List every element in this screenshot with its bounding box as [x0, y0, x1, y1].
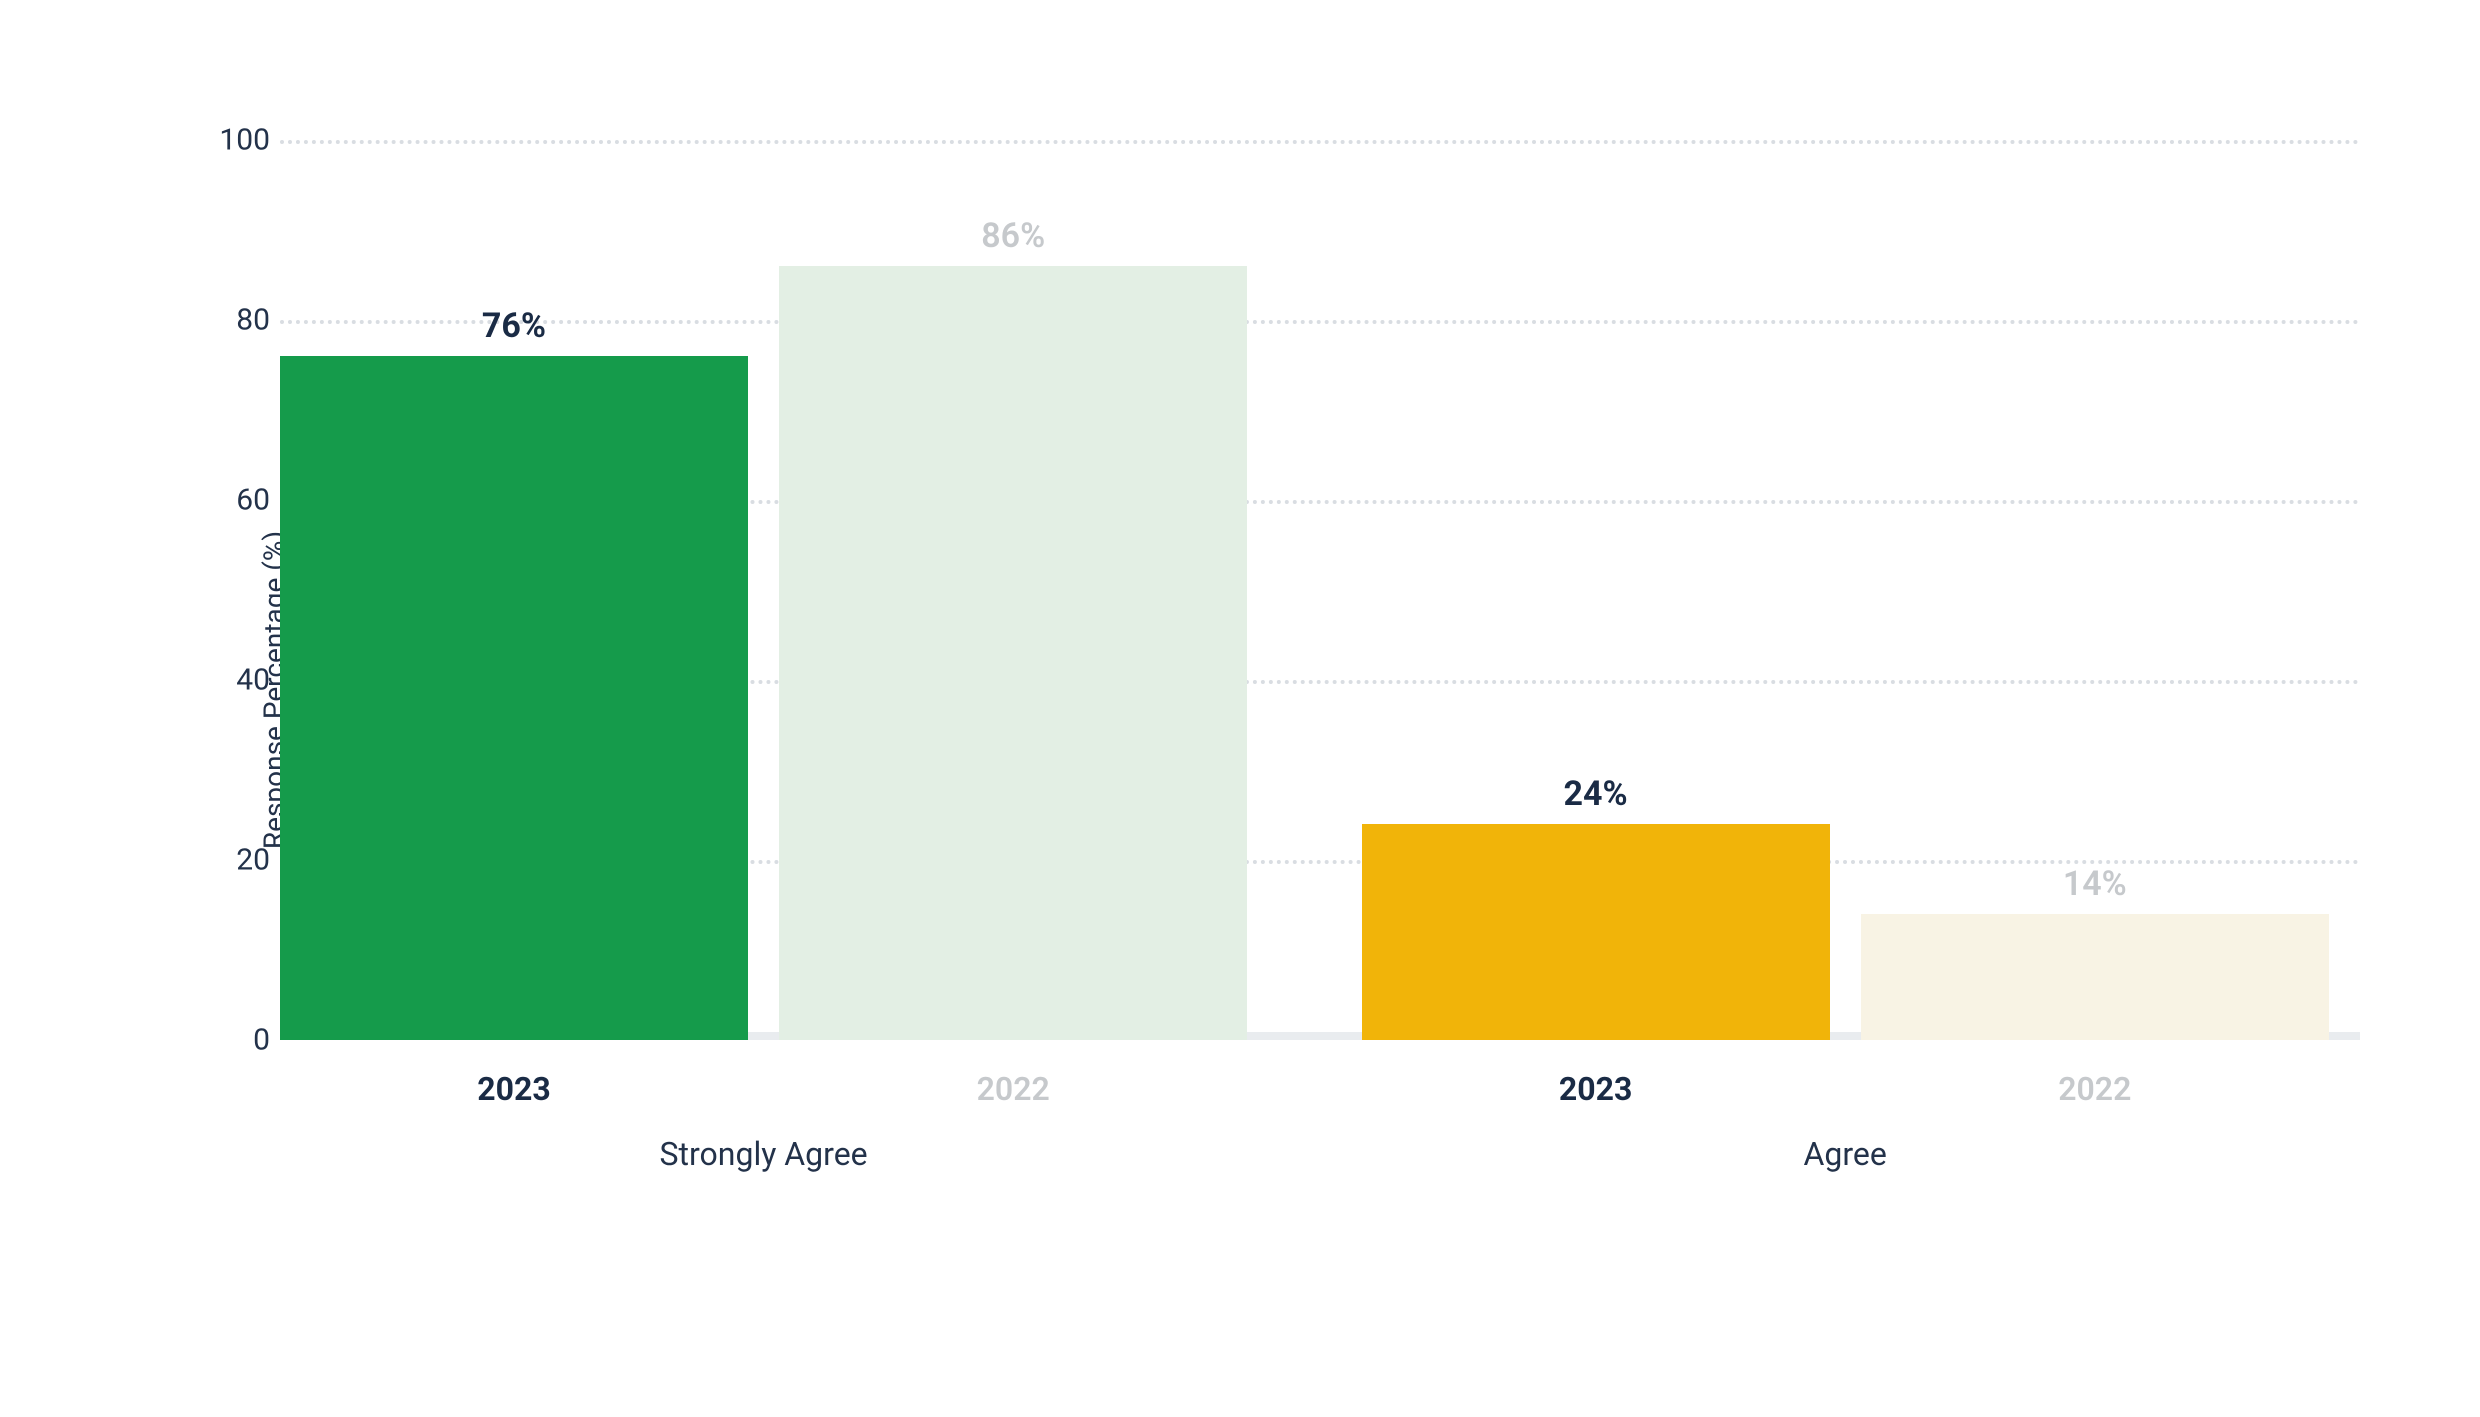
y-tick-label: 60 — [210, 483, 270, 518]
plot-area: 02040608010076%86%24%14% — [280, 140, 2360, 1040]
y-tick-label: 100 — [210, 123, 270, 158]
x-year-label: 2023 — [1362, 1070, 1830, 1108]
y-tick-label: 80 — [210, 303, 270, 338]
bar: 24% — [1362, 824, 1830, 1040]
y-tick-label: 0 — [210, 1023, 270, 1058]
bar-value-label: 14% — [1861, 864, 2329, 904]
bar: 76% — [280, 356, 748, 1040]
bar-value-label: 86% — [779, 216, 1247, 256]
bar: 14% — [1861, 914, 2329, 1040]
bar-value-label: 76% — [280, 306, 748, 346]
bar: 86% — [779, 266, 1247, 1040]
y-tick-label: 40 — [210, 663, 270, 698]
x-group-label: Agree — [1362, 1135, 2329, 1173]
y-tick-label: 20 — [210, 843, 270, 878]
x-year-label: 2022 — [1861, 1070, 2329, 1108]
response-chart: Response Percentage (%) 02040608010076%8… — [180, 140, 2360, 1240]
x-year-label: 2023 — [280, 1070, 748, 1108]
x-group-label: Strongly Agree — [280, 1135, 1247, 1173]
x-year-label: 2022 — [779, 1070, 1247, 1108]
bar-value-label: 24% — [1362, 774, 1830, 814]
gridline — [280, 140, 2360, 144]
